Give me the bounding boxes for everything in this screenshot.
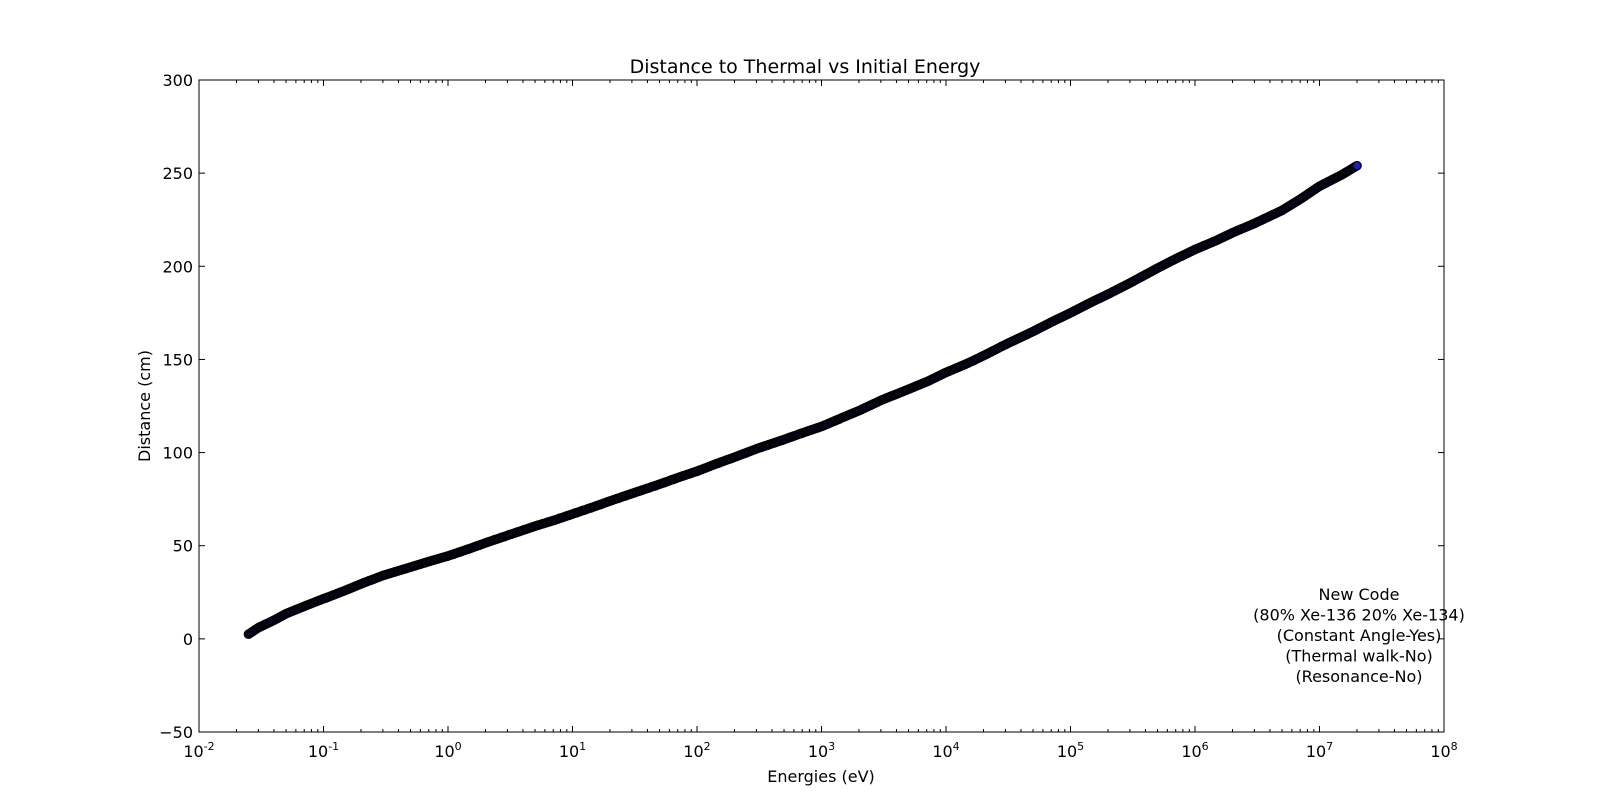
x-tick-base: 10 (808, 742, 828, 761)
x-tick-exponent: 4 (953, 740, 960, 753)
annotation-line: (Thermal walk-No) (1285, 647, 1433, 666)
y-tick-label: 200 (162, 257, 193, 276)
x-tick-exponent: 3 (828, 740, 835, 753)
x-tick-base: 10 (1306, 742, 1326, 761)
x-tick-base: 10 (932, 742, 952, 761)
x-tick-label: 101 (559, 740, 586, 761)
x-tick-exponent: 8 (1451, 740, 1458, 753)
x-tick-base: 10 (1057, 742, 1077, 761)
x-axis-label: Energies (eV) (767, 767, 875, 786)
annotation-line: (80% Xe-136 20% Xe-134) (1253, 606, 1465, 625)
y-axis: −50 0 50 100 150 200 250 300 (159, 71, 1444, 742)
chart-title: Distance to Thermal vs Initial Energy (630, 56, 981, 78)
y-axis-label: Distance (cm) (135, 350, 154, 462)
x-tick-exponent: -2 (204, 740, 215, 753)
x-tick-label: 102 (683, 740, 710, 761)
x-tick-exponent: 6 (1202, 740, 1209, 753)
x-tick-label: 10-1 (308, 740, 339, 761)
y-tick-label: 150 (162, 350, 193, 369)
y-tick-label: −50 (159, 723, 193, 742)
plot-frame (198, 79, 1445, 733)
x-tick-label: 108 (1430, 740, 1457, 761)
x-tick-exponent: 0 (455, 740, 462, 753)
x-tick-exponent: 5 (1077, 740, 1084, 753)
y-tick-label: 300 (162, 71, 193, 90)
x-tick-label: 106 (1181, 740, 1208, 761)
x-tick-exponent: -1 (328, 740, 339, 753)
annotation-line: (Resonance-No) (1295, 667, 1422, 686)
x-tick-label: 105 (1057, 740, 1084, 761)
x-tick-label: 100 (434, 740, 461, 761)
x-tick-base: 10 (683, 742, 703, 761)
x-tick-base: 10 (1430, 742, 1450, 761)
annotation-line: (Constant Angle-Yes) (1277, 626, 1442, 645)
x-tick-exponent: 2 (704, 740, 711, 753)
x-tick-base: 10 (559, 742, 579, 761)
x-axis: 10-2 10-1 100 101 102 103 104 105 106 107 108 (183, 80, 1458, 761)
x-tick-label: 10-2 (183, 740, 214, 761)
y-tick-label: 0 (183, 630, 193, 649)
x-tick-label: 103 (808, 740, 835, 761)
x-tick-base: 10 (1181, 742, 1201, 761)
x-tick-label: 104 (932, 740, 959, 761)
x-tick-base: 10 (308, 742, 328, 761)
annotation-line: New Code (1319, 585, 1400, 604)
y-tick-label: 100 (162, 444, 193, 463)
x-tick-base: 10 (183, 742, 203, 761)
plot-marks (243, 160, 1362, 639)
x-tick-base: 10 (434, 742, 454, 761)
x-tick-exponent: 1 (579, 740, 586, 753)
annotation-box: New Code (80% Xe-136 20% Xe-134)(Constant… (1253, 585, 1465, 686)
x-tick-exponent: 7 (1326, 740, 1333, 753)
x-tick-label: 107 (1306, 740, 1333, 761)
y-tick-label: 50 (173, 537, 193, 556)
data-point (1352, 160, 1362, 171)
y-tick-label: 250 (162, 164, 193, 183)
